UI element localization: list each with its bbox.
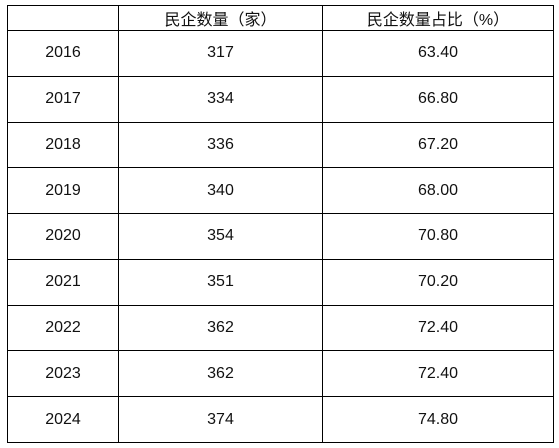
data-table: 民企数量（家） 民企数量占比（%） 2016 317 63.40 2017 334 66.…	[7, 5, 554, 443]
header-row: 民企数量（家） 民企数量占比（%）	[7, 5, 554, 31]
share-cell: 74.80	[322, 396, 554, 443]
share-cell: 66.80	[322, 75, 554, 123]
year-cell: 2022	[7, 304, 119, 352]
table-row: 2017 334 66.80	[7, 75, 554, 123]
table-row: 2016 317 63.40	[7, 30, 554, 77]
year-cell: 2020	[7, 213, 119, 260]
year-cell: 2019	[7, 167, 119, 215]
table-row: 2021 351 70.20	[7, 258, 554, 306]
year-cell: 2016	[7, 30, 119, 77]
year-cell: 2023	[7, 350, 119, 398]
header-cell: 民企数量占比（%）	[322, 5, 554, 31]
year-cell: 2024	[7, 396, 119, 443]
table-row: 2018 336 67.20	[7, 121, 554, 169]
share-cell: 72.40	[322, 304, 554, 352]
count-cell: 317	[118, 30, 323, 77]
share-cell: 70.80	[322, 213, 554, 260]
share-cell: 72.40	[322, 350, 554, 398]
table-row: 2022 362 72.40	[7, 304, 554, 352]
table-row: 2020 354 70.80	[7, 213, 554, 260]
count-cell: 340	[118, 167, 323, 215]
count-cell: 362	[118, 350, 323, 398]
count-cell: 334	[118, 75, 323, 123]
count-cell: 374	[118, 396, 323, 443]
year-cell: 2017	[7, 75, 119, 123]
share-cell: 70.20	[322, 258, 554, 306]
header-cell: 民企数量（家）	[118, 5, 323, 31]
count-cell: 336	[118, 121, 323, 169]
year-cell: 2021	[7, 258, 119, 306]
count-cell: 362	[118, 304, 323, 352]
corner-cell	[7, 5, 119, 31]
count-cell: 354	[118, 213, 323, 260]
table-body: 2016 317 63.40 2017 334 66.80 2018 336 67.20 2019…	[7, 30, 554, 443]
share-cell: 67.20	[322, 121, 554, 169]
count-cell: 351	[118, 258, 323, 306]
table-row: 2024 374 74.80	[7, 396, 554, 443]
share-cell: 68.00	[322, 167, 554, 215]
table-row: 2019 340 68.00	[7, 167, 554, 215]
year-cell: 2018	[7, 121, 119, 169]
share-cell: 63.40	[322, 30, 554, 77]
table-row: 2023 362 72.40	[7, 350, 554, 398]
